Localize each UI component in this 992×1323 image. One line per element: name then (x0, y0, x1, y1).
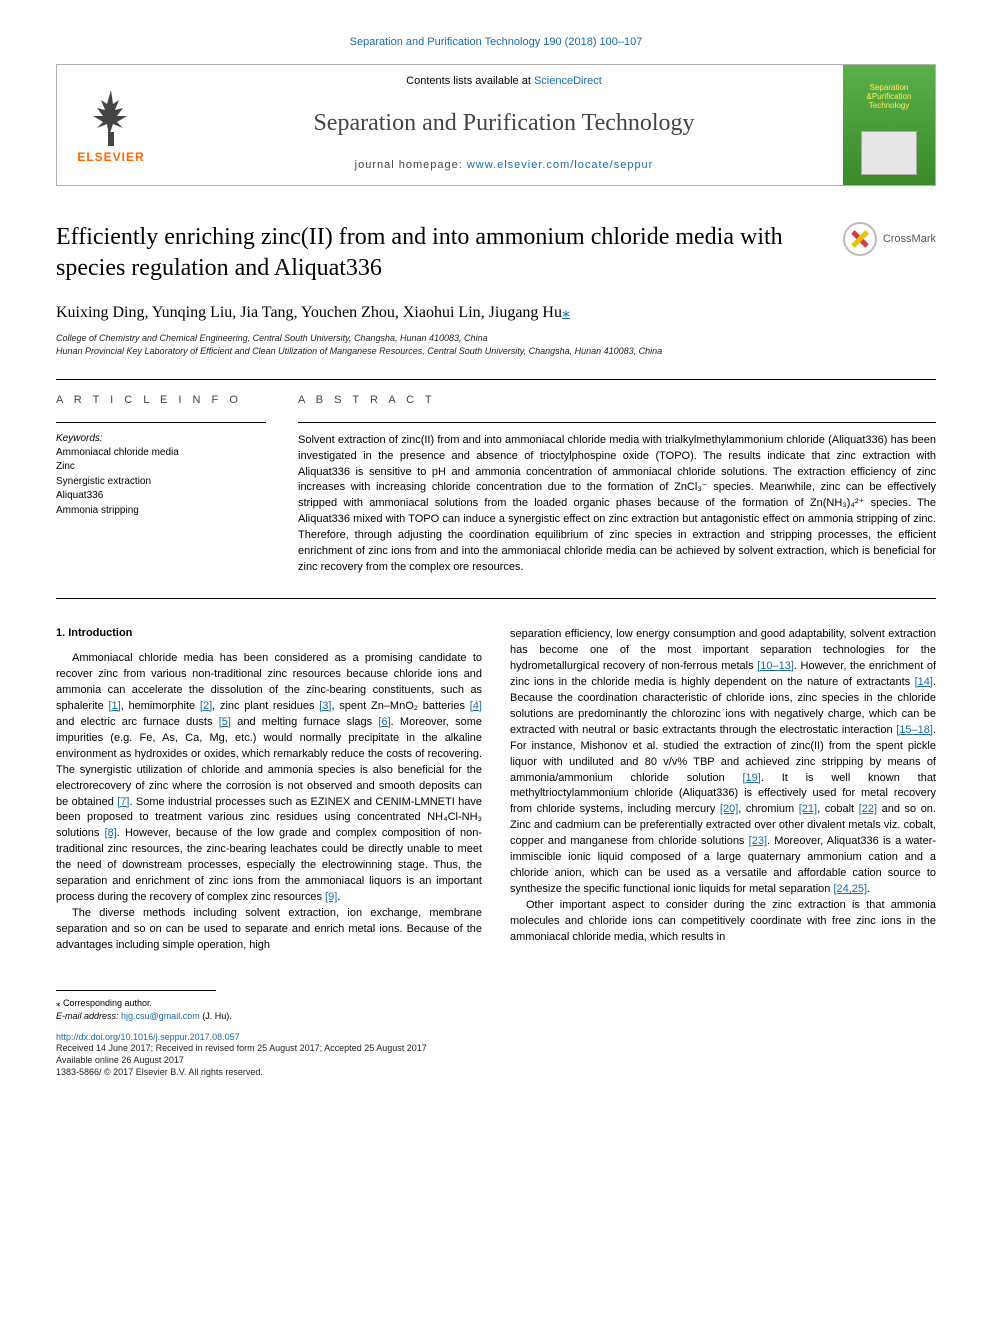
author-list: Kuixing Ding, Yunqing Liu, Jia Tang, You… (56, 302, 936, 322)
homepage-line: journal homepage: www.elsevier.com/locat… (355, 159, 654, 171)
online-line: Available online 26 August 2017 (56, 1054, 936, 1066)
abstract-text: Solvent extraction of zinc(II) from and … (298, 433, 936, 576)
email-label: E-mail address: (56, 1011, 121, 1021)
sciencedirect-link[interactable]: ScienceDirect (534, 75, 602, 87)
elsevier-logo[interactable]: ELSEVIER (57, 65, 165, 185)
abstract-label: A B S T R A C T (298, 394, 936, 406)
footnote-rule (56, 990, 216, 991)
intro-body-cont: separation efficiency, low energy consum… (510, 627, 936, 946)
keyword: Ammoniacal chloride media (56, 446, 266, 461)
divider (298, 422, 936, 423)
elsevier-tree-icon (79, 86, 143, 150)
homepage-link[interactable]: www.elsevier.com/locate/seppur (467, 159, 654, 171)
crossmark-badge[interactable]: CrossMark (843, 222, 936, 256)
intro-p4: Other important aspect to consider durin… (510, 898, 936, 946)
right-column: separation efficiency, low energy consum… (510, 627, 936, 954)
ref-link[interactable]: [15–18] (896, 724, 933, 736)
keyword: Synergistic extraction (56, 475, 266, 490)
ref-link[interactable]: [7] (117, 796, 129, 808)
ref-link[interactable]: [10–13] (757, 660, 794, 672)
corresponding-note: ⁎ Corresponding author. (56, 997, 936, 1010)
homepage-pre: journal homepage: (355, 159, 467, 171)
intro-head: 1. Introduction (56, 627, 482, 639)
journal-header: ELSEVIER Contents lists available at Sci… (56, 64, 936, 186)
author-names: Kuixing Ding, Yunqing Liu, Jia Tang, You… (56, 304, 562, 321)
keywords-head: Keywords: (56, 433, 266, 444)
history-line: Received 14 June 2017; Received in revis… (56, 1042, 936, 1054)
ref-link[interactable]: [20] (720, 803, 738, 815)
copyright-line: 1383-5866/ © 2017 Elsevier B.V. All righ… (56, 1066, 936, 1078)
affiliation-1: College of Chemistry and Chemical Engine… (56, 332, 936, 344)
keyword: Ammonia stripping (56, 504, 266, 519)
journal-cover-thumb[interactable]: Separation &Purification Technology (843, 65, 935, 185)
cover-image-placeholder (861, 131, 917, 175)
email-suffix: (J. Hu). (200, 1011, 232, 1021)
ref-link[interactable]: [6] (378, 716, 390, 728)
ref-link[interactable]: [9] (325, 891, 337, 903)
ref-link[interactable]: [1] (108, 700, 120, 712)
divider (56, 379, 936, 380)
email-link[interactable]: hjg.csu@gmail.com (121, 1011, 200, 1021)
publication-history: Received 14 June 2017; Received in revis… (56, 1042, 936, 1078)
abstract-column: A B S T R A C T Solvent extraction of zi… (298, 394, 936, 576)
journal-name: Separation and Purification Technology (313, 110, 694, 137)
ref-link[interactable]: [8] (105, 827, 117, 839)
ref-link[interactable]: [21] (799, 803, 817, 815)
ref-link[interactable]: [2] (200, 700, 212, 712)
cover-title: Separation &Purification Technology (867, 83, 912, 111)
corresponding-mark[interactable]: ⁎ (562, 304, 570, 321)
keywords-list: Ammoniacal chloride media Zinc Synergist… (56, 446, 266, 519)
ref-link[interactable]: [24,25] (833, 883, 867, 895)
footnote-block: ⁎ Corresponding author. E-mail address: … (56, 997, 936, 1022)
running-head[interactable]: Separation and Purification Technology 1… (56, 36, 936, 48)
header-center: Contents lists available at ScienceDirec… (165, 65, 843, 185)
paper-title: Efficiently enriching zinc(II) from and … (56, 222, 823, 284)
contents-list-line: Contents lists available at ScienceDirec… (406, 75, 602, 87)
divider (56, 598, 936, 599)
left-column: 1. Introduction Ammoniacal chloride medi… (56, 627, 482, 954)
keyword: Aliquat336 (56, 489, 266, 504)
intro-p2: The diverse methods including solvent ex… (56, 906, 482, 954)
keyword: Zinc (56, 460, 266, 475)
crossmark-icon (843, 222, 877, 256)
affiliation-2: Hunan Provincial Key Laboratory of Effic… (56, 345, 936, 357)
ref-link[interactable]: [19] (743, 772, 761, 784)
article-info-label: A R T I C L E I N F O (56, 394, 266, 406)
contents-list-pre: Contents lists available at (406, 75, 534, 87)
ref-link[interactable]: [4] (470, 700, 482, 712)
ref-link[interactable]: [14] (915, 676, 933, 688)
doi-link[interactable]: http://dx.doi.org/10.1016/j.seppur.2017.… (56, 1032, 936, 1042)
ref-link[interactable]: [23] (749, 835, 767, 847)
elsevier-wordmark: ELSEVIER (77, 150, 144, 164)
ref-link[interactable]: [22] (859, 803, 877, 815)
article-info-column: A R T I C L E I N F O Keywords: Ammoniac… (56, 394, 266, 576)
crossmark-label: CrossMark (883, 233, 936, 245)
divider (56, 422, 266, 423)
intro-body: Ammoniacal chloride media has been consi… (56, 651, 482, 954)
ref-link[interactable]: [5] (219, 716, 231, 728)
ref-link[interactable]: [3] (319, 700, 331, 712)
